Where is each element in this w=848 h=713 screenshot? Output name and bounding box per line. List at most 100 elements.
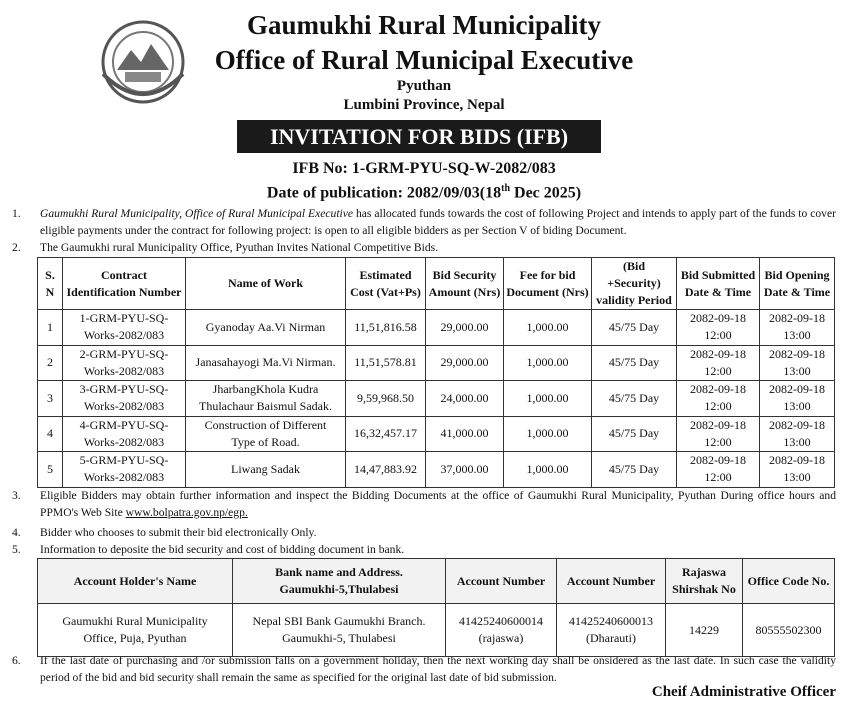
header-row: Account Holder's Name Bank name and Addre… bbox=[37, 558, 835, 604]
table-cell: 2082-09-18 12:00 bbox=[676, 380, 760, 417]
table-row: 1 1-GRM-PYU-SQ- Works-2082/083 Gyanoday Aa.… bbox=[37, 309, 835, 346]
cell-line: Document (Nrs) bbox=[506, 284, 589, 299]
cell-line: Cost (Vat+Ps) bbox=[350, 284, 421, 299]
cell-line: Construction of Different bbox=[204, 417, 327, 432]
cell-line: 2 bbox=[47, 355, 53, 370]
cell-line: Bid Opening bbox=[764, 267, 830, 282]
header-cell: Bid Submitted Date & Time bbox=[676, 257, 760, 310]
cell-line: Bid Submitted bbox=[680, 267, 756, 282]
cell-line: Account Number bbox=[456, 573, 546, 588]
cell-line: Works-2082/083 bbox=[83, 434, 165, 449]
list-item: 6. If the last date of purchasing and /or… bbox=[12, 652, 836, 686]
cell-line: 14229 bbox=[689, 622, 719, 637]
publication-date: Date of publication: 2082/09/03(18th Dec… bbox=[0, 183, 848, 202]
header-cell: Estimated Cost (Vat+Ps) bbox=[345, 257, 426, 310]
cell-line: Works-2082/083 bbox=[83, 470, 165, 485]
header-cell: (Bid +Security) validity Period bbox=[591, 257, 677, 310]
table-cell: Janasahayogi Ma.Vi Nirman. bbox=[185, 344, 346, 381]
cell-line: (rajaswa) bbox=[478, 631, 524, 645]
cell-line: 2082-09-18 bbox=[769, 382, 825, 397]
text-part: Bidder who chooses to submit their bid e… bbox=[40, 526, 317, 539]
table-row: Gaumukhi Rural Municipality Office, Puja,… bbox=[37, 603, 835, 657]
cell-line: Account Holder's Name bbox=[73, 573, 197, 588]
item-number: 6. bbox=[12, 654, 21, 667]
table-cell: 45/75 Day bbox=[591, 380, 677, 417]
cell-line: 2082-09-18 bbox=[690, 346, 746, 361]
cell-line: 12:00 bbox=[704, 434, 732, 449]
header-cell: Contract Identification Number bbox=[62, 257, 186, 310]
table-cell: Nepal SBI Bank Gaumukhi Branch. Gaumukhi-… bbox=[232, 603, 446, 657]
cell-line: 13:00 bbox=[783, 363, 811, 378]
table-cell: 11,51,816.58 bbox=[345, 309, 426, 346]
cell-line: Gaumukhi-5,Thulabesi bbox=[279, 582, 399, 596]
cell-line: Date & Time bbox=[763, 284, 831, 299]
cell-line: 2082-09-18 bbox=[690, 382, 746, 397]
cell-line: (Dharauti) bbox=[586, 631, 636, 645]
item-number: 4. bbox=[12, 526, 21, 539]
table: Account Holder's Name Bank name and Addre… bbox=[37, 558, 835, 657]
cell-line: Identification Number bbox=[66, 284, 182, 299]
cell-line: Liwang Sadak bbox=[231, 461, 300, 476]
cell-line: 13:00 bbox=[783, 434, 811, 449]
cell-line: 13:00 bbox=[783, 470, 811, 485]
text-part: If the last date of purchasing and /or s… bbox=[40, 654, 836, 684]
table-cell: 41425240600014 (rajaswa) bbox=[445, 603, 557, 657]
cell-line: 1,000.00 bbox=[526, 355, 569, 370]
cell-line: 41425240600013 bbox=[569, 614, 653, 628]
cell-line: 3-GRM-PYU-SQ- bbox=[79, 382, 169, 397]
ifb-no: IFB No: 1-GRM-PYU-SQ-W-2082/083 bbox=[292, 160, 556, 177]
table-cell: Gyanoday Aa.Vi Nirman bbox=[185, 309, 346, 346]
table-row: 3 3-GRM-PYU-SQ- Works-2082/083 JharbangKhol… bbox=[37, 380, 835, 417]
cell-line: 2082-09-18 bbox=[690, 417, 746, 432]
list-item: 1. Gaumukhi Rural Municipality, Office of… bbox=[12, 205, 836, 239]
cell-line: 1-GRM-PYU-SQ- bbox=[79, 311, 169, 326]
header-cell: Name of Work bbox=[185, 257, 346, 310]
district: Pyuthan bbox=[396, 78, 452, 94]
header-cell: Rajaswa Shirshak No bbox=[665, 558, 743, 604]
table-cell: 2082-09-18 13:00 bbox=[759, 451, 835, 488]
cell-line: 1,000.00 bbox=[526, 319, 569, 334]
header-row: S. N Contract Identification Number Name of … bbox=[37, 257, 835, 310]
province: Lumbini Province, Nepal bbox=[343, 97, 505, 113]
list-item: 4. Bidder who chooses to submit their bid… bbox=[12, 524, 836, 541]
cell-line: 5-GRM-PYU-SQ- bbox=[79, 453, 169, 468]
table-cell: 4-GRM-PYU-SQ- Works-2082/083 bbox=[62, 415, 186, 452]
table-cell: 1,000.00 bbox=[503, 451, 592, 488]
cell-line: 1,000.00 bbox=[526, 461, 569, 476]
cell-line: 29,000.00 bbox=[440, 355, 489, 370]
table: S. N Contract Identification Number Name of … bbox=[37, 257, 835, 488]
cell-line: 37,000.00 bbox=[440, 461, 489, 476]
cell-line: Works-2082/083 bbox=[83, 399, 165, 414]
text-part: Information to deposite the bid security… bbox=[40, 543, 405, 556]
cell-line: Amount (Nrs) bbox=[428, 284, 501, 299]
cell-line: 2-GRM-PYU-SQ- bbox=[79, 346, 169, 361]
table-cell: 14229 bbox=[665, 603, 743, 657]
item-text: If the last date of purchasing and /or s… bbox=[40, 652, 836, 686]
publication-text: Date of publication: 2082/09/03(18 bbox=[266, 184, 502, 202]
item-number: 1. bbox=[12, 207, 21, 220]
cell-line: Estimated bbox=[359, 267, 412, 282]
table-cell: 41425240600013 (Dharauti) bbox=[556, 603, 666, 657]
table-cell: 41,000.00 bbox=[425, 415, 504, 452]
table-cell: 1,000.00 bbox=[503, 380, 592, 417]
table-cell: Gaumukhi Rural Municipality Office, Puja,… bbox=[37, 603, 233, 657]
table-cell: 80555502300 bbox=[742, 603, 835, 657]
cell-line: 41,000.00 bbox=[440, 426, 489, 441]
cell-line: 11,51,816.58 bbox=[354, 319, 417, 334]
cell-line: 45/75 Day bbox=[608, 426, 660, 441]
table-cell: 45/75 Day bbox=[591, 309, 677, 346]
list-item: 2. The Gaumukhi rural Municipality Office… bbox=[12, 239, 836, 256]
table-cell: 1,000.00 bbox=[503, 344, 592, 381]
cell-line: 45/75 Day bbox=[608, 390, 660, 405]
header-cell: Bank name and Address. Gaumukhi-5,Thulabe… bbox=[232, 558, 446, 604]
cell-line: 2082-09-18 bbox=[769, 346, 825, 361]
cell-line: 4-GRM-PYU-SQ- bbox=[79, 417, 169, 432]
table-cell: 1-GRM-PYU-SQ- Works-2082/083 bbox=[62, 309, 186, 346]
header-cell: Account Number bbox=[445, 558, 557, 604]
cell-line: Type of Road. bbox=[231, 434, 300, 449]
cell-line: (Bid bbox=[622, 259, 645, 273]
list-item: 3. Eligible Bidders may obtain further in… bbox=[12, 487, 836, 521]
table-cell: 2-GRM-PYU-SQ- Works-2082/083 bbox=[62, 344, 186, 381]
table-cell: 1 bbox=[37, 309, 63, 346]
cell-line: 2082-09-18 bbox=[690, 453, 746, 468]
